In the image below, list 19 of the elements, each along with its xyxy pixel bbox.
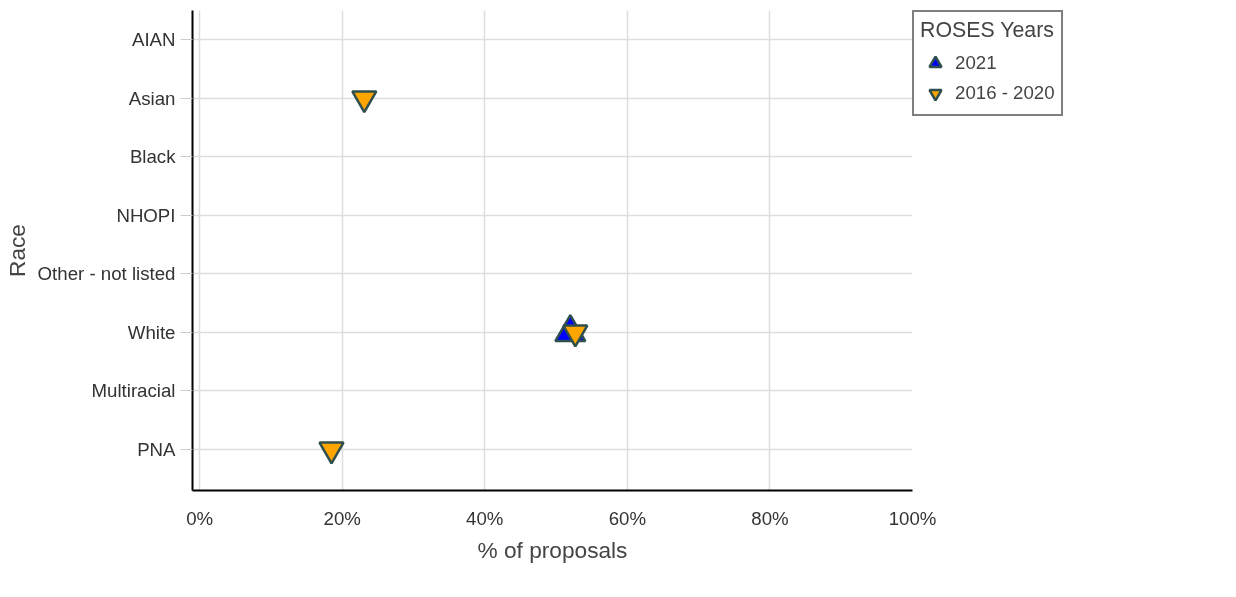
y-tick-label: Asian bbox=[128, 87, 176, 109]
legend-label: 2021 bbox=[955, 52, 997, 74]
x-tick-label: 80% bbox=[751, 507, 789, 529]
y-tick-label: Other - not listed bbox=[37, 263, 176, 285]
y-tick-label: White bbox=[127, 321, 176, 343]
x-tick-label: 20% bbox=[323, 507, 361, 529]
x-axis-title: % of proposals bbox=[477, 536, 628, 563]
y-axis-title: Race bbox=[3, 224, 30, 277]
x-tick-label: 100% bbox=[888, 507, 937, 529]
y-tick-label: PNA bbox=[137, 439, 177, 461]
legend-title: ROSES Years bbox=[920, 18, 1055, 43]
x-tick-label: 40% bbox=[466, 507, 504, 529]
y-tick-label: Multiracial bbox=[91, 380, 176, 402]
x-tick-label: 0% bbox=[186, 507, 214, 529]
x-tick-label: 60% bbox=[608, 507, 647, 529]
y-tick-label: AIAN bbox=[131, 29, 176, 51]
y-tick-label: Black bbox=[129, 146, 177, 168]
y-tick-label: NHOPI bbox=[116, 204, 176, 226]
legend-label: 2016 - 2020 bbox=[955, 82, 1055, 104]
